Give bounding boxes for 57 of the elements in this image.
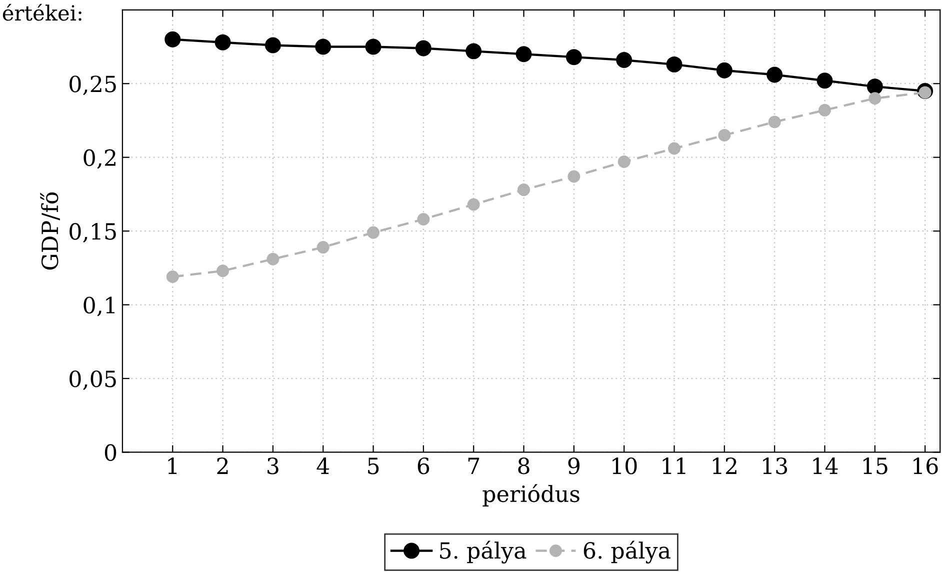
point bbox=[866, 78, 883, 95]
y-tick-label: 0,2 bbox=[84, 149, 116, 169]
x-tick-label: 3 bbox=[268, 457, 278, 474]
x-tick-label: 7 bbox=[468, 458, 480, 474]
x-tick-label: 4 bbox=[316, 457, 330, 474]
point bbox=[716, 62, 732, 78]
x-tick-label: 15 bbox=[863, 457, 888, 474]
x-tick-label: 9 bbox=[568, 457, 580, 474]
x-tick-label: 8 bbox=[518, 457, 530, 474]
x-tick-label: 16 bbox=[914, 457, 938, 474]
point bbox=[718, 128, 731, 142]
x-axis-title: periódus bbox=[482, 484, 580, 507]
point bbox=[367, 226, 380, 239]
point bbox=[566, 49, 582, 66]
point bbox=[214, 34, 231, 50]
legend-label: 6. pálya bbox=[584, 540, 670, 564]
point bbox=[415, 40, 432, 56]
x-tick-label: 13 bbox=[763, 457, 788, 474]
x-tick-label: 12 bbox=[712, 457, 736, 474]
x-tick-label: 6 bbox=[418, 457, 430, 474]
point bbox=[315, 38, 332, 55]
y-axis-title: GDP/fő bbox=[40, 192, 60, 270]
point bbox=[816, 72, 833, 89]
point bbox=[266, 252, 280, 266]
point bbox=[516, 46, 532, 62]
point bbox=[216, 264, 230, 278]
text: értékei: bbox=[2, 4, 82, 21]
point bbox=[768, 116, 781, 128]
point bbox=[316, 241, 330, 254]
point bbox=[568, 170, 580, 183]
x-tick-label: 14 bbox=[813, 457, 838, 474]
point bbox=[518, 184, 530, 196]
point bbox=[365, 38, 382, 55]
point bbox=[166, 270, 179, 284]
x-tick-label: 2 bbox=[217, 457, 228, 474]
y-tick-label: 0,25 bbox=[70, 76, 116, 96]
point bbox=[818, 104, 831, 116]
point bbox=[616, 52, 632, 68]
legend-label: 5. pálya bbox=[440, 540, 526, 564]
point bbox=[666, 56, 682, 72]
x-tick-label: 1 bbox=[168, 457, 177, 474]
point bbox=[417, 213, 430, 226]
y-tick-label: 0 bbox=[104, 444, 116, 461]
point bbox=[466, 43, 482, 60]
point bbox=[766, 66, 783, 83]
point bbox=[264, 37, 281, 54]
point bbox=[467, 198, 480, 211]
y-tick-label: 0,15 bbox=[70, 223, 116, 243]
y-tick-label: 0,1 bbox=[84, 296, 114, 316]
x-tick-label: 5 bbox=[368, 458, 379, 474]
point bbox=[164, 31, 181, 48]
point bbox=[668, 142, 681, 155]
point bbox=[868, 92, 882, 105]
y-tick-label: 0,05 bbox=[70, 370, 116, 390]
point bbox=[618, 156, 630, 168]
x-tick-label: 11 bbox=[662, 457, 686, 474]
x-tick-label: 10 bbox=[612, 457, 637, 474]
